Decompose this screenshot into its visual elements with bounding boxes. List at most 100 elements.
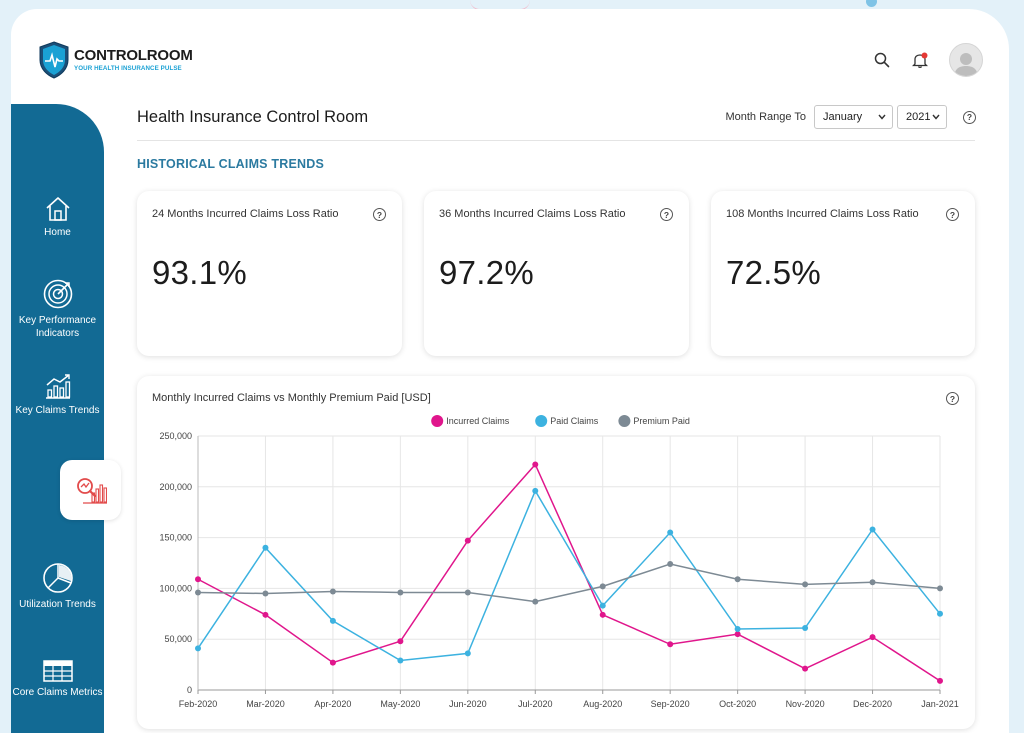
help-icon[interactable]: ? <box>946 208 959 221</box>
search-button[interactable] <box>873 51 891 69</box>
data-point <box>802 581 809 588</box>
data-point <box>667 641 674 648</box>
logo[interactable]: CONTROLROOM YOUR HEALTH INSURANCE PULSE <box>38 41 193 79</box>
data-point <box>869 634 876 641</box>
year-select-value: 2021 <box>906 111 931 123</box>
help-icon[interactable]: ? <box>373 208 386 221</box>
data-point <box>802 665 809 672</box>
sidebar-item-home[interactable]: Home <box>11 196 104 239</box>
data-point <box>397 638 404 645</box>
month-range-label: Month Range To <box>725 111 806 123</box>
x-tick-label: Dec-2020 <box>853 699 892 709</box>
kpi-card-108-months: 108 Months Incurred Claims Loss Ratio ? … <box>711 191 975 356</box>
brand-name: CONTROLROOM <box>74 46 193 64</box>
data-point <box>937 610 943 617</box>
target-icon <box>43 279 72 309</box>
data-point <box>464 537 471 544</box>
sidebar-item-claims-search[interactable] <box>60 460 121 520</box>
month-select[interactable]: January <box>814 105 893 129</box>
series-line <box>197 563 941 603</box>
data-point <box>734 576 741 583</box>
data-point <box>532 598 539 605</box>
sidebar-item-kpi[interactable]: Key Performance Indicators <box>11 278 104 340</box>
x-tick-label: Jun-2020 <box>449 699 487 709</box>
shield-logo-icon <box>39 41 69 79</box>
trend-chart-icon <box>45 374 70 399</box>
user-silhouette-icon <box>954 53 978 76</box>
page-title: Health Insurance Control Room <box>137 108 369 126</box>
y-tick-label: 150,000 <box>159 533 192 543</box>
series-line <box>197 463 941 682</box>
sidebar-item-label: Key Claims Trends <box>15 405 100 416</box>
sidebar-item-key-claims-trends[interactable]: Key Claims Trends <box>11 372 104 417</box>
data-point <box>667 561 674 568</box>
x-tick-label: Aug-2020 <box>583 699 622 709</box>
help-icon[interactable]: ? <box>660 208 673 221</box>
kpi-title: 24 Months Incurred Claims Loss Ratio <box>152 208 339 220</box>
x-tick-label: Jan-2021 <box>921 699 959 709</box>
x-tick-label: Apr-2020 <box>314 699 351 709</box>
notifications-button[interactable] <box>911 51 929 69</box>
line-chart: 0 50,000 100,000 150,000 200,000 250,000 Feb-2… <box>159 415 959 709</box>
data-point <box>195 645 201 652</box>
kpi-card-24-months: 24 Months Incurred Claims Loss Ratio ? 9… <box>137 191 402 356</box>
kpi-title: 36 Months Incurred Claims Loss Ratio <box>439 208 626 220</box>
data-point <box>937 677 943 684</box>
header-divider <box>137 140 975 141</box>
sidebar-item-utilization-trends[interactable]: Utilization Trends <box>11 562 104 611</box>
y-tick-label: 0 <box>187 685 192 695</box>
y-tick-label: 50,000 <box>164 634 192 644</box>
search-icon <box>874 52 890 68</box>
data-point <box>329 659 336 666</box>
data-point <box>532 487 539 494</box>
data-point <box>869 526 876 533</box>
data-point <box>599 611 606 618</box>
chevron-down-icon <box>932 114 940 120</box>
data-point <box>667 529 674 536</box>
sidebar-item-core-claims-metrics[interactable]: Core Claims Metrics <box>11 660 104 699</box>
data-point <box>262 611 269 618</box>
data-point <box>937 585 943 592</box>
x-tick-label: May-2020 <box>380 699 420 709</box>
x-tick-label: Feb-2020 <box>179 699 218 709</box>
kpi-title: 108 Months Incurred Claims Loss Ratio <box>726 208 919 220</box>
series-line <box>197 489 941 662</box>
section-title: HISTORICAL CLAIMS TRENDS <box>137 157 324 171</box>
data-point <box>869 579 876 586</box>
top-bar-actions <box>873 43 983 77</box>
data-point <box>329 617 336 624</box>
legend-swatch <box>535 415 548 427</box>
y-tick-label: 100,000 <box>159 583 192 593</box>
y-tick-label: 200,000 <box>159 482 192 492</box>
data-point <box>262 590 269 597</box>
data-point <box>734 631 741 638</box>
data-point <box>734 626 741 633</box>
month-range-filter: Month Range To January 2021 ? <box>725 105 976 129</box>
x-tick-label: Oct-2020 <box>719 699 756 709</box>
data-point <box>464 589 471 596</box>
legend-label: Paid Claims <box>550 416 599 426</box>
user-avatar[interactable] <box>949 43 983 77</box>
data-point <box>464 650 471 657</box>
data-point <box>329 588 336 595</box>
year-select[interactable]: 2021 <box>897 105 947 129</box>
data-point <box>802 625 809 632</box>
help-icon[interactable]: ? <box>946 392 959 405</box>
sidebar: Home Key Performance Indicators <box>11 104 104 733</box>
home-icon <box>45 197 70 221</box>
x-tick-label: Sep-2020 <box>651 699 690 709</box>
legend-label: Incurred Claims <box>446 416 510 426</box>
data-point <box>397 657 404 664</box>
sidebar-item-label: Home <box>44 227 71 238</box>
data-point <box>195 589 201 596</box>
data-point <box>599 602 606 609</box>
x-tick-label: Mar-2020 <box>246 699 285 709</box>
sidebar-item-label: Utilization Trends <box>19 599 96 610</box>
kpi-value: 72.5% <box>726 254 822 291</box>
chevron-down-icon <box>878 114 886 120</box>
chart-title: Monthly Incurred Claims vs Monthly Premi… <box>152 392 431 404</box>
help-icon[interactable]: ? <box>963 110 976 124</box>
kpi-value: 93.1% <box>152 254 248 291</box>
bell-icon <box>912 52 928 68</box>
legend-label: Premium Paid <box>633 416 690 426</box>
